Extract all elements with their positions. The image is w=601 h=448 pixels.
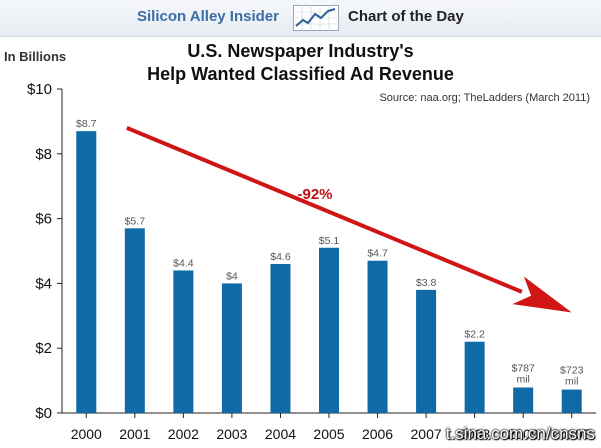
data-label: $4.4	[173, 257, 194, 269]
x-category-label: 2002	[168, 426, 199, 442]
chart-title-line-2: Help Wanted Classified Ad Revenue	[147, 64, 454, 84]
y-tick-label: $0	[35, 405, 52, 422]
bar	[561, 389, 582, 413]
tagline: Chart of the Day	[348, 8, 464, 25]
bar	[221, 283, 242, 413]
y-tick-label: $10	[27, 81, 52, 98]
bar	[416, 289, 437, 413]
bar	[367, 260, 388, 413]
x-category-label: 2010E	[551, 426, 591, 442]
bar	[76, 131, 97, 413]
bar	[124, 228, 145, 413]
x-category-label: 2003	[216, 426, 247, 442]
data-label: $787	[512, 363, 536, 375]
data-label: $4	[226, 270, 238, 282]
x-category-label: 2008	[459, 426, 490, 442]
x-category-label: 2006	[362, 426, 393, 442]
data-label: $2.2	[464, 329, 485, 341]
bar	[513, 387, 534, 413]
watermark: t.sina.com.cn/cnsns	[445, 424, 595, 443]
data-label: $8.7	[76, 118, 97, 130]
brand-name: Silicon Alley Insider	[137, 8, 279, 25]
x-category-label: 2009	[508, 426, 539, 442]
x-category-label: 2007	[411, 426, 442, 442]
data-label: $4.7	[367, 248, 388, 260]
decline-arrow-shaft	[126, 126, 523, 294]
bar	[464, 341, 485, 413]
chart-title-line-1: U.S. Newspaper Industry's	[187, 41, 414, 61]
data-label: $4.6	[270, 251, 291, 263]
y-tick-label: $2	[35, 340, 52, 357]
y-tick-label: $8	[35, 146, 52, 163]
y-tick-label: $6	[35, 211, 52, 228]
data-label: mil	[516, 374, 529, 386]
data-label: $3.8	[416, 277, 437, 289]
data-label: $5.7	[125, 215, 146, 227]
data-label: mil	[565, 376, 578, 388]
decline-percent-label: -92%	[297, 186, 332, 203]
data-label: $723	[560, 365, 584, 377]
bar	[173, 270, 194, 413]
x-category-label: 2001	[119, 426, 150, 442]
decline-arrow-head	[512, 276, 572, 313]
bar	[270, 263, 291, 413]
data-label: $5.1	[319, 235, 340, 247]
y-tick-label: $4	[35, 275, 52, 292]
trend-chart-icon	[293, 5, 339, 31]
bar	[319, 247, 339, 413]
x-category-label: 2000	[71, 426, 102, 442]
header-banner: Silicon Alley Insider Chart of the Day	[0, 0, 601, 37]
x-category-label: 2005	[313, 426, 344, 442]
source-note: Source: naa.org; TheLadders (March 2011)	[379, 92, 590, 104]
units-label: In Billions	[4, 49, 67, 64]
x-category-label: 2004	[265, 426, 296, 442]
